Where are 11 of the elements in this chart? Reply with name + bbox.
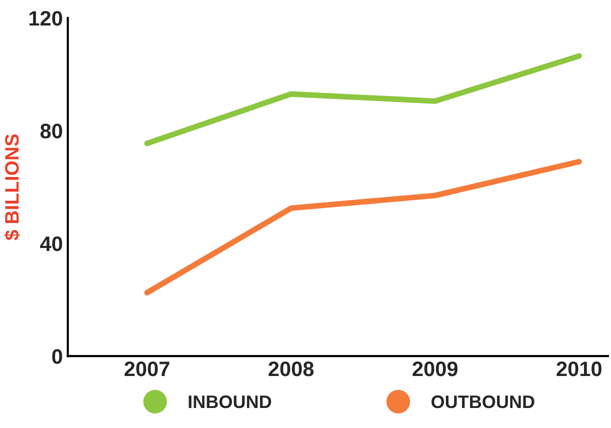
legend-label: OUTBOUND [431, 395, 534, 408]
y-tick-label: 40 [40, 236, 62, 252]
y-axis-title: $ BILLIONS [4, 134, 20, 240]
y-tick-label: 120 [30, 10, 62, 26]
legend-label: INBOUND [188, 395, 272, 408]
x-tick-label: 2010 [556, 362, 602, 376]
x-tick-label: 2007 [124, 362, 170, 376]
y-tick-label: 0 [52, 349, 62, 364]
x-tick-label: 2009 [412, 362, 458, 376]
y-tick-label: 80 [40, 124, 62, 138]
x-tick-label: 2008 [268, 362, 314, 376]
